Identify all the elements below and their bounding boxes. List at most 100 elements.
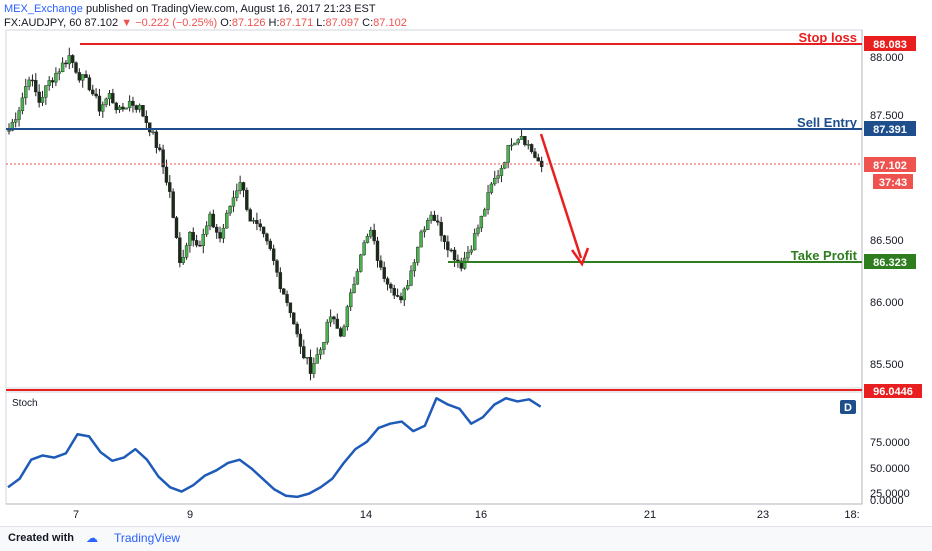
stoch-tick: 0.0000	[870, 495, 904, 507]
symbol-name[interactable]: FX:AUDJPY, 60	[4, 17, 82, 29]
candle	[379, 260, 383, 268]
candle	[312, 363, 316, 374]
take-profit-price: 86.323	[873, 257, 907, 269]
candle	[225, 212, 229, 229]
footer: Created with ☁ TradingView	[0, 526, 932, 551]
candle	[476, 227, 480, 234]
candle	[462, 257, 467, 269]
candle	[322, 342, 326, 350]
time-tick: 7	[73, 509, 79, 521]
candle	[409, 270, 413, 286]
candle	[64, 62, 68, 65]
candle	[67, 55, 72, 65]
candle	[472, 233, 477, 251]
take-profit-price-badge	[864, 254, 916, 269]
created-with-text: Created with	[8, 532, 75, 544]
candle	[375, 240, 380, 261]
price-chart[interactable]: Stop loss Sell Entry Take Profit 88.000 …	[0, 0, 932, 526]
arrow-head-icon	[570, 247, 590, 267]
candle	[429, 214, 433, 221]
candle	[499, 167, 504, 176]
candle	[332, 316, 336, 320]
candle	[164, 166, 169, 183]
candle	[399, 296, 403, 301]
tradingview-brand[interactable]: TradingView	[114, 531, 181, 545]
candle	[315, 354, 319, 364]
candle	[292, 312, 296, 325]
current-price-badge	[864, 157, 916, 172]
candle	[184, 245, 189, 258]
candle	[389, 284, 393, 289]
candle	[395, 295, 400, 297]
stop-loss-price-badge	[864, 36, 916, 51]
stoch-line-group	[7, 396, 542, 499]
candle	[405, 285, 410, 290]
candle	[392, 288, 396, 296]
publisher-link[interactable]: MEX_Exchange	[4, 3, 83, 15]
candle	[171, 191, 175, 218]
candle	[436, 220, 440, 223]
candle	[141, 105, 145, 117]
candle	[121, 106, 125, 110]
candle	[238, 182, 242, 192]
candle	[97, 95, 102, 112]
candle	[338, 328, 343, 337]
candle	[268, 240, 272, 249]
candle	[181, 257, 185, 263]
candle	[509, 144, 514, 147]
candle	[24, 86, 28, 99]
candle	[47, 80, 51, 86]
candle	[456, 259, 460, 262]
candle	[94, 93, 98, 97]
stoch-tick: 25.0000	[870, 488, 910, 500]
candle	[503, 162, 507, 169]
candle	[523, 135, 527, 145]
price-tick: 86.000	[870, 297, 904, 309]
candle	[124, 107, 128, 110]
price-tick: 87.500	[870, 110, 904, 122]
candle	[278, 272, 283, 290]
candle	[201, 234, 206, 246]
candle	[342, 326, 346, 337]
candle	[117, 106, 122, 111]
candle	[214, 226, 219, 233]
candle	[449, 249, 453, 252]
candle	[57, 71, 61, 74]
candle	[154, 131, 159, 148]
candle	[258, 223, 262, 228]
candle	[432, 214, 437, 222]
published-text: published on TradingView.com, August 16,…	[85, 3, 376, 15]
candle	[208, 213, 212, 227]
stop-loss-price: 88.083	[873, 39, 907, 51]
candle	[369, 229, 373, 237]
candle	[70, 55, 75, 63]
candle	[271, 248, 276, 261]
candle	[211, 213, 216, 228]
candles-group	[7, 47, 544, 381]
candle	[506, 145, 510, 163]
candle	[144, 115, 149, 123]
symbol-legend: FX:AUDJPY, 60 87.102 ▼ −0.222 (−0.25%) O…	[4, 16, 407, 30]
forecast-arrow[interactable]	[539, 133, 583, 259]
candle	[439, 222, 443, 236]
candle	[151, 131, 155, 134]
close-label: C:	[362, 17, 374, 29]
candle	[469, 249, 473, 253]
candle	[483, 209, 487, 217]
candle	[426, 220, 430, 231]
candle	[17, 110, 21, 120]
d-marker-badge[interactable]	[840, 400, 856, 414]
candle	[419, 231, 423, 248]
candle	[235, 190, 239, 198]
candle	[359, 254, 363, 272]
price-axis-ticks: 88.000 87.500 86.500 86.000 85.500	[870, 52, 904, 371]
candle	[529, 144, 534, 152]
candle	[265, 233, 269, 242]
candle	[231, 197, 236, 207]
candle	[422, 229, 427, 233]
candle	[218, 232, 222, 239]
candle	[30, 79, 35, 82]
stoch-title: Stoch	[12, 398, 38, 409]
candle	[526, 144, 530, 146]
price-tick: 85.500	[870, 359, 904, 371]
